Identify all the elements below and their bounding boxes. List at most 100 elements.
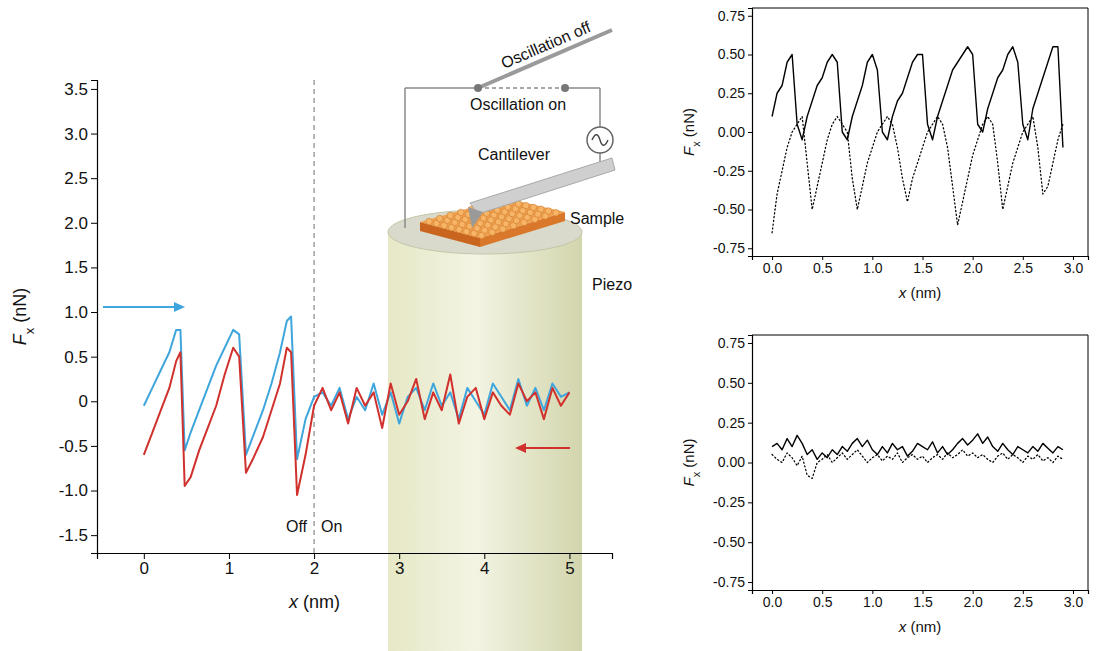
x-tick-label: 0.5 [813,594,833,610]
x-tick: 2 [310,553,319,578]
y-tick: -0.75 [713,240,752,256]
y-tick-label: 0.00 [718,454,745,470]
y-tick: -0.50 [713,534,752,550]
circuit-wire [599,88,601,127]
x-axis-title: x (nm) [288,592,340,612]
series-line [772,47,1063,148]
y-axis-title: Fx (nN) [680,438,702,486]
y-tick-label: 0 [79,392,88,411]
y-tick-label: 0.5 [64,348,88,367]
y-tick-label: 0.75 [718,8,745,24]
sample-atom [447,212,453,218]
x-tick-label: 2.0 [963,260,983,276]
schematic [388,30,615,651]
annotation: Off [286,518,308,535]
y-tick-mark [91,223,97,224]
y-tick: -1.5 [59,526,97,545]
y-tick-mark [748,210,752,211]
y-tick: 1.5 [64,258,97,277]
y-tick-mark [91,89,97,90]
y-tick: 0.50 [718,375,752,391]
plot-area [772,47,1063,233]
y-tick: 0.50 [718,46,752,62]
y-tick-mark [91,178,97,179]
x-tick: 1.0 [863,590,883,610]
x-axis-title: x (nm) [898,618,942,635]
sample-atom [530,204,536,210]
x-tick-label: 2.5 [1014,594,1034,610]
y-tick-label: 3.0 [64,124,88,143]
x-tick-label: 0.0 [763,260,783,276]
x-tick-label: 2.5 [1014,260,1034,276]
y-tick: 0.75 [718,8,752,24]
y-tick-mark [91,491,97,492]
y-axis-line [748,336,753,591]
y-tick-label: 0.75 [718,335,745,351]
annotation: Cantilever [478,146,551,163]
y-tick: 0.25 [718,85,752,101]
x-tick: 0.5 [813,590,833,610]
x-tick-label: 0 [140,559,149,578]
x-tick-label: 3.0 [1064,260,1084,276]
sample-atom [538,206,544,212]
y-axis-line [91,81,98,554]
y-tick-label: 1.5 [64,258,88,277]
y-tick-mark [748,248,752,249]
circuit-wire [405,87,478,89]
x-tick: 1.5 [913,590,933,610]
y-tick: -1.0 [59,481,97,500]
direction-arrow [103,306,177,308]
plot-frame-top [752,8,1088,9]
y-tick-mark [748,423,752,424]
y-tick: -0.75 [713,574,752,590]
y-axis: -0.75-0.50-0.250.000.250.500.75 [713,335,752,591]
figure: 012345-1.5-1.0-0.500.51.01.52.02.53.03.5… [0,0,1098,651]
y-tick: -0.5 [59,437,97,456]
sample-atom [545,208,551,214]
y-tick-mark [91,267,97,268]
y-axis-title-part: (nN) [680,108,697,141]
y-tick-label: -0.50 [713,534,745,550]
y-tick: 2.0 [64,214,97,233]
x-tick-label: 1 [225,559,234,578]
plot-frame-right [1088,335,1089,590]
y-tick-mark [748,55,752,56]
annotation: Sample [570,210,624,227]
y-tick-mark [748,343,752,344]
sample-atom [436,215,442,221]
y-tick-label: -0.5 [59,437,88,456]
direction-arrow [523,447,570,449]
y-tick: 0.75 [718,335,752,351]
y-tick-mark [91,357,97,358]
y-tick-mark [748,582,752,583]
y-tick: -0.25 [713,494,752,510]
y-tick-mark [748,542,752,543]
y-tick-mark [748,171,752,172]
y-tick: 1.0 [64,303,97,322]
chart-2: 0.00.51.01.52.02.53.0-0.75-0.50-0.250.00… [680,335,1089,635]
direction-arrow-head [515,443,526,453]
y-tick-mark [91,401,97,402]
x-tick: 2.0 [963,256,983,276]
sample-atom [426,218,432,224]
cantilever-beam [470,158,615,214]
series-line [144,348,570,495]
x-tick: 2.5 [1014,590,1034,610]
y-tick: 3.5 [64,80,97,99]
x-axis-title-part: (nm) [298,592,340,612]
y-axis-title-part: (nN) [10,288,30,328]
y-tick-mark [748,383,752,384]
y-tick-mark [748,93,752,94]
x-axis-title-part: (nm) [906,284,941,301]
y-tick: 2.5 [64,169,97,188]
x-tick-label: 1.5 [913,260,933,276]
y-tick-label: 0.25 [718,85,745,101]
annotation: On [321,518,342,535]
x-tick: 1 [225,553,234,578]
y-tick: -0.25 [713,163,752,179]
y-axis-title: Fx (nN) [10,288,37,346]
y-axis-title-part: (nN) [680,438,697,471]
series-line [772,434,1063,460]
x-tick-label: 2 [310,559,319,578]
y-tick-mark [748,16,752,17]
